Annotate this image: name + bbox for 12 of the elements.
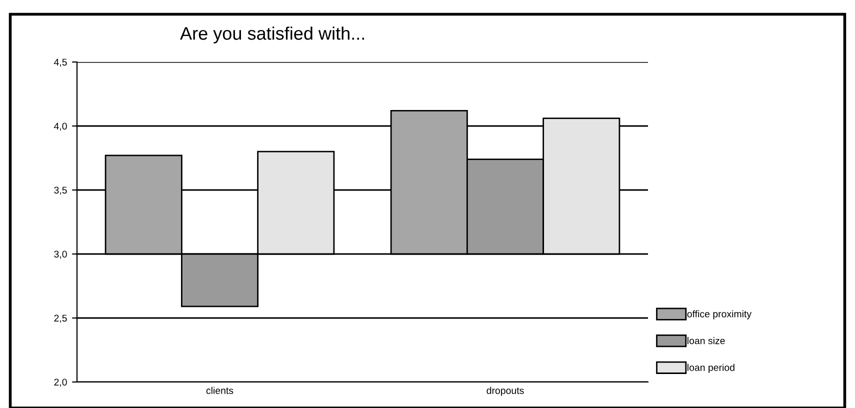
y-tick-label: 3,0 (54, 250, 67, 259)
y-tick-label: 2,5 (54, 314, 67, 323)
y-tick-label: 4,5 (54, 58, 67, 67)
chart-title: Are you satisfied with... (180, 26, 364, 44)
x-tick-label: dropouts (486, 386, 524, 396)
legend-label: loan period (688, 364, 734, 373)
y-tick-label: 4,0 (54, 122, 67, 131)
y-tick-label: 3,5 (54, 186, 67, 195)
x-tick-label: clients (206, 386, 234, 394)
legend-label: office proximity (687, 310, 752, 320)
y-tick-label: 2,0 (54, 378, 67, 387)
legend-label: loan size (688, 337, 725, 344)
